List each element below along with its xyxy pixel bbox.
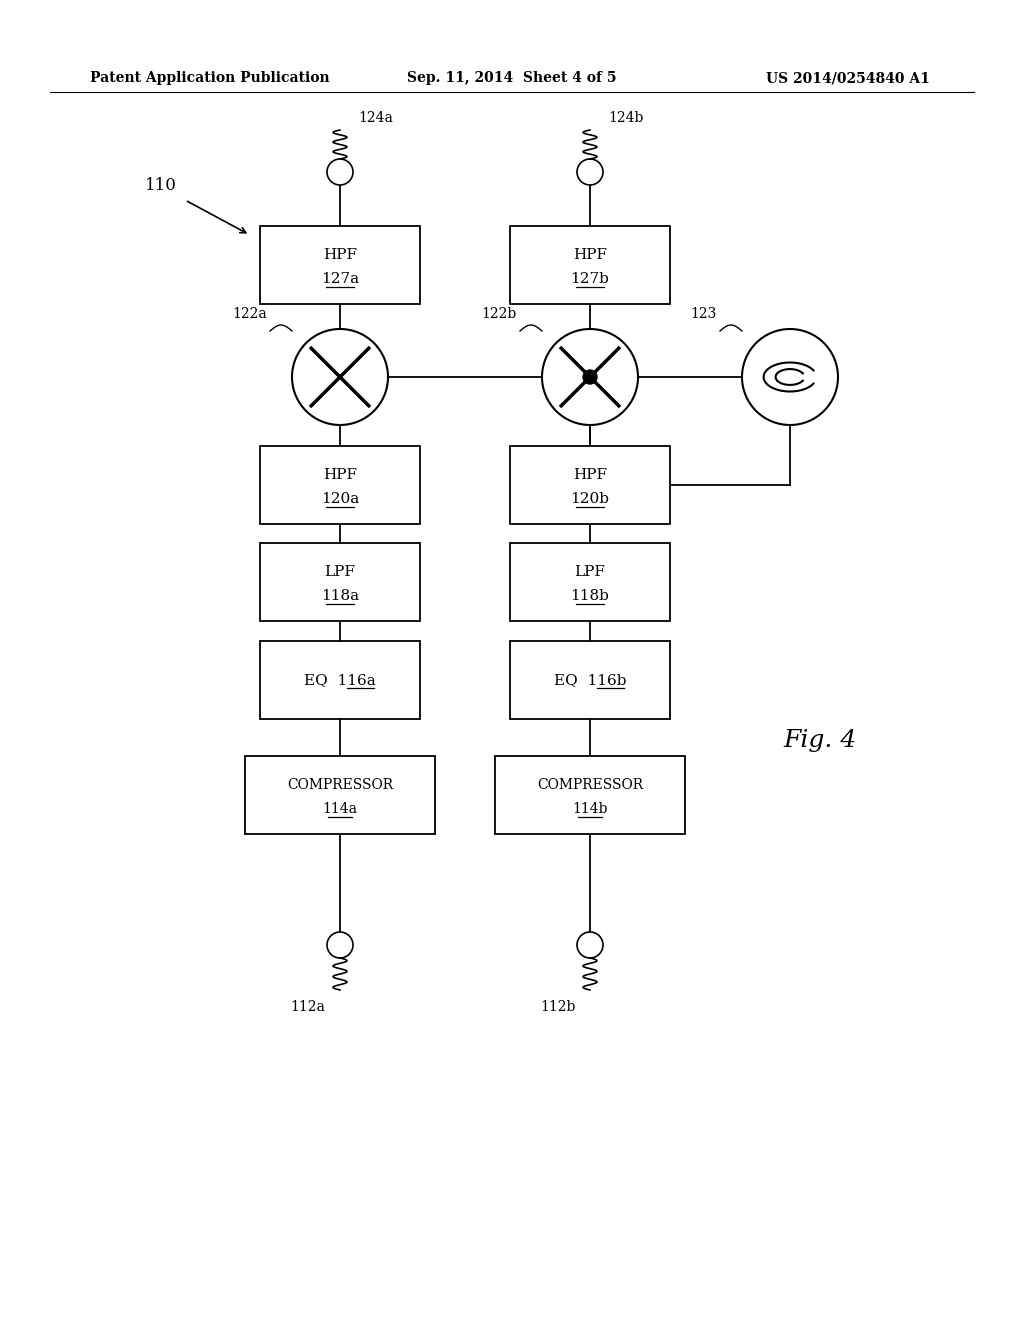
Bar [510,446,670,524]
Text: 124b: 124b [608,111,643,125]
Text: 123: 123 [690,308,717,321]
Text: EQ  116a: EQ 116a [304,673,376,686]
Text: HPF: HPF [323,469,357,482]
Text: EQ  116b: EQ 116b [554,673,627,686]
Circle shape [742,329,838,425]
Text: 112b: 112b [540,1001,575,1014]
Text: 127b: 127b [570,272,609,286]
Bar [245,756,435,834]
Circle shape [577,158,603,185]
Circle shape [327,932,353,958]
Circle shape [542,329,638,425]
Bar [260,642,420,719]
Bar [495,756,685,834]
Text: COMPRESSOR: COMPRESSOR [287,777,393,792]
Circle shape [577,932,603,958]
Text: HPF: HPF [573,469,607,482]
Text: HPF: HPF [573,248,607,261]
Text: 122a: 122a [232,308,267,321]
Text: 127a: 127a [321,272,359,286]
Text: LPF: LPF [325,565,355,579]
Circle shape [583,370,597,384]
Bar [510,642,670,719]
Text: Sep. 11, 2014  Sheet 4 of 5: Sep. 11, 2014 Sheet 4 of 5 [408,71,616,84]
Text: Fig. 4: Fig. 4 [783,729,857,751]
Text: 122b: 122b [481,308,517,321]
Text: HPF: HPF [323,248,357,261]
Bar [260,446,420,524]
Bar [510,226,670,304]
Text: 118a: 118a [321,589,359,603]
Circle shape [327,158,353,185]
Bar [260,543,420,620]
Text: 114b: 114b [572,803,608,816]
Text: 120b: 120b [570,492,609,506]
Text: Patent Application Publication: Patent Application Publication [90,71,330,84]
Bar [260,226,420,304]
Text: 120a: 120a [321,492,359,506]
Circle shape [292,329,388,425]
Text: 124a: 124a [358,111,393,125]
Text: LPF: LPF [574,565,605,579]
Text: 114a: 114a [323,803,357,816]
Bar [510,543,670,620]
Text: 118b: 118b [570,589,609,603]
Text: 110: 110 [145,177,177,194]
Text: COMPRESSOR: COMPRESSOR [537,777,643,792]
Text: US 2014/0254840 A1: US 2014/0254840 A1 [766,71,930,84]
Text: 112a: 112a [290,1001,325,1014]
